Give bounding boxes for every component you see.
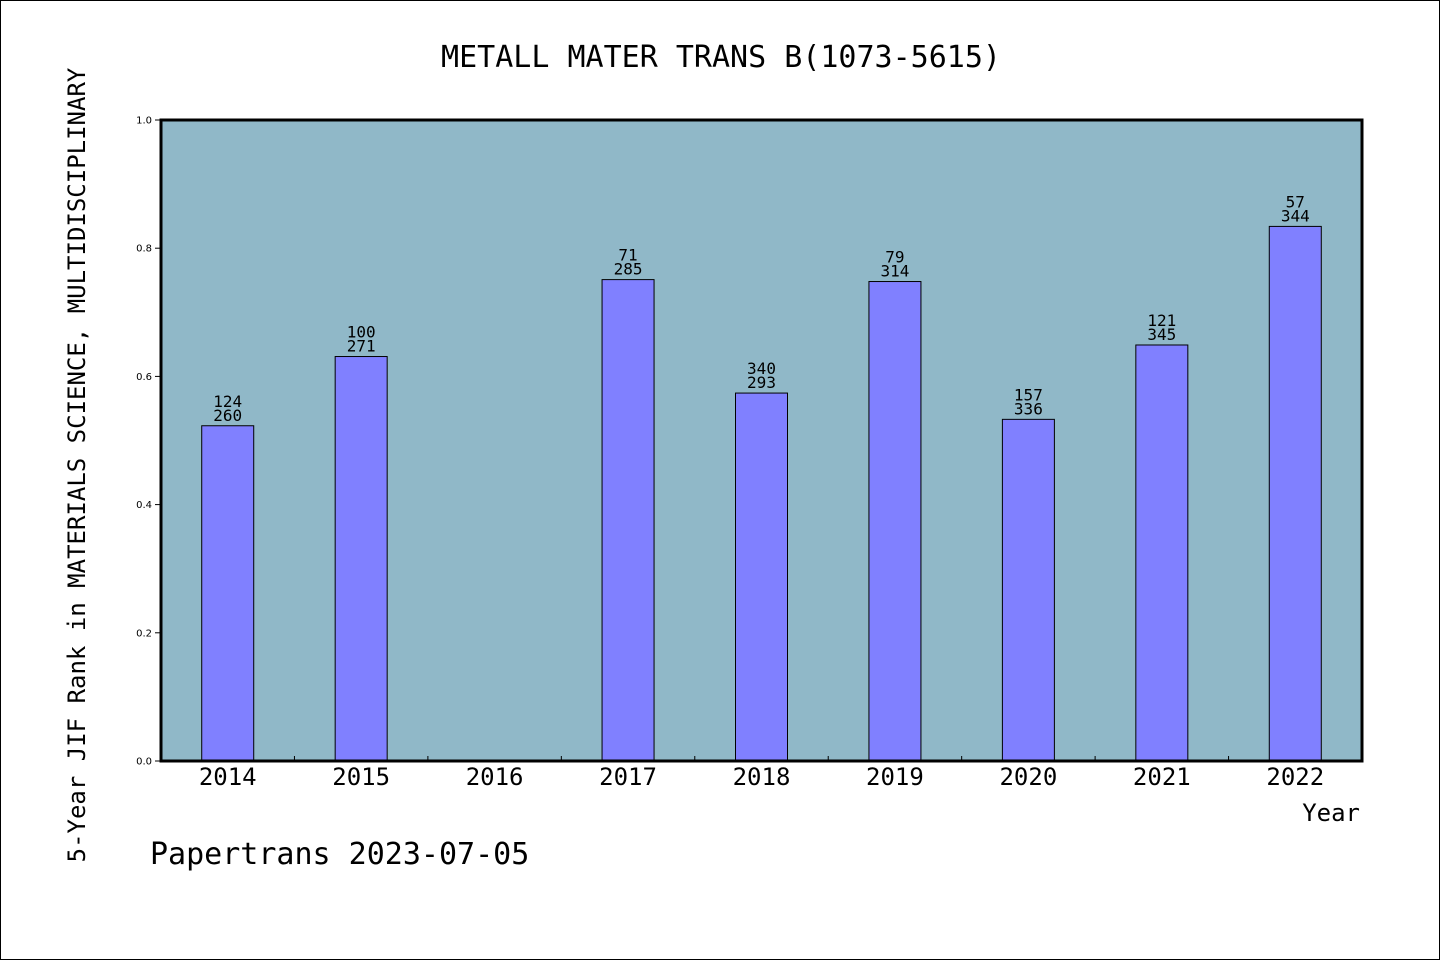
bar-2015: [334, 356, 388, 762]
y-tick-label: 0.4: [136, 500, 152, 511]
total-label-2017: 285: [614, 260, 643, 279]
x-tick-label-2019: 2019: [866, 763, 924, 791]
bar-2014: [201, 425, 255, 762]
plot-border: [159, 118, 1364, 763]
bar-2022: [1268, 225, 1322, 762]
bars-group: [201, 225, 1322, 762]
x-tick-label-2015: 2015: [332, 763, 390, 791]
bar-2020: [1001, 418, 1055, 762]
x-tick-label-2016: 2016: [466, 763, 524, 791]
y-axis-label: 5-Year JIF Rank in MATERIALS SCIENCE, MU…: [63, 67, 91, 862]
bar-2019: [868, 281, 922, 762]
rank-label-2015: 100: [347, 323, 376, 342]
x-tick-label-2018: 2018: [733, 763, 791, 791]
x-tick-label-2017: 2017: [599, 763, 657, 791]
total-label-2018: 293: [747, 373, 776, 392]
chart-title: METALL MATER TRANS B(1073-5615): [441, 40, 1001, 75]
total-label-2015: 271: [347, 337, 376, 356]
total-label-2014: 260: [213, 406, 242, 425]
x-axis: 2014 2015 2016 2017 2018 2019 2020 2021 2022: [199, 756, 1324, 791]
rank-label-2019: 79: [885, 248, 904, 267]
x-tick-label-2014: 2014: [199, 763, 257, 791]
rank-label-2022: 57: [1286, 192, 1305, 211]
y-tick-label: 0.6: [136, 372, 152, 383]
y-axis: 0.0 0.2 0.4 0.6 0.8 1.0: [136, 116, 161, 768]
x-tick-label-2022: 2022: [1266, 763, 1324, 791]
rank-label-2018: 340: [747, 359, 776, 378]
rank-label-2020: 157: [1014, 385, 1043, 404]
total-label-2020: 336: [1014, 399, 1043, 418]
x-tick-label-2020: 2020: [999, 763, 1057, 791]
rank-label-2021: 121: [1147, 311, 1176, 330]
bar-2018: [735, 392, 788, 762]
rank-label-2017: 71: [618, 246, 637, 265]
rank-label-2014: 124: [213, 392, 242, 411]
y-tick-label: 0.2: [136, 628, 152, 639]
x-tick-label-2021: 2021: [1133, 763, 1191, 791]
total-label-2019: 314: [880, 262, 909, 281]
y-tick-label: 1.0: [136, 116, 152, 127]
y-tick-label: 0.0: [136, 757, 152, 768]
bar-2017: [601, 279, 655, 762]
total-label-2022: 344: [1281, 206, 1310, 225]
total-label-2021: 345: [1147, 325, 1176, 344]
x-axis-label: Year: [1302, 799, 1360, 827]
bar-2021: [1135, 344, 1189, 762]
y-tick-label: 0.8: [136, 244, 152, 255]
footer-stamp: Papertrans 2023-07-05: [150, 837, 529, 872]
